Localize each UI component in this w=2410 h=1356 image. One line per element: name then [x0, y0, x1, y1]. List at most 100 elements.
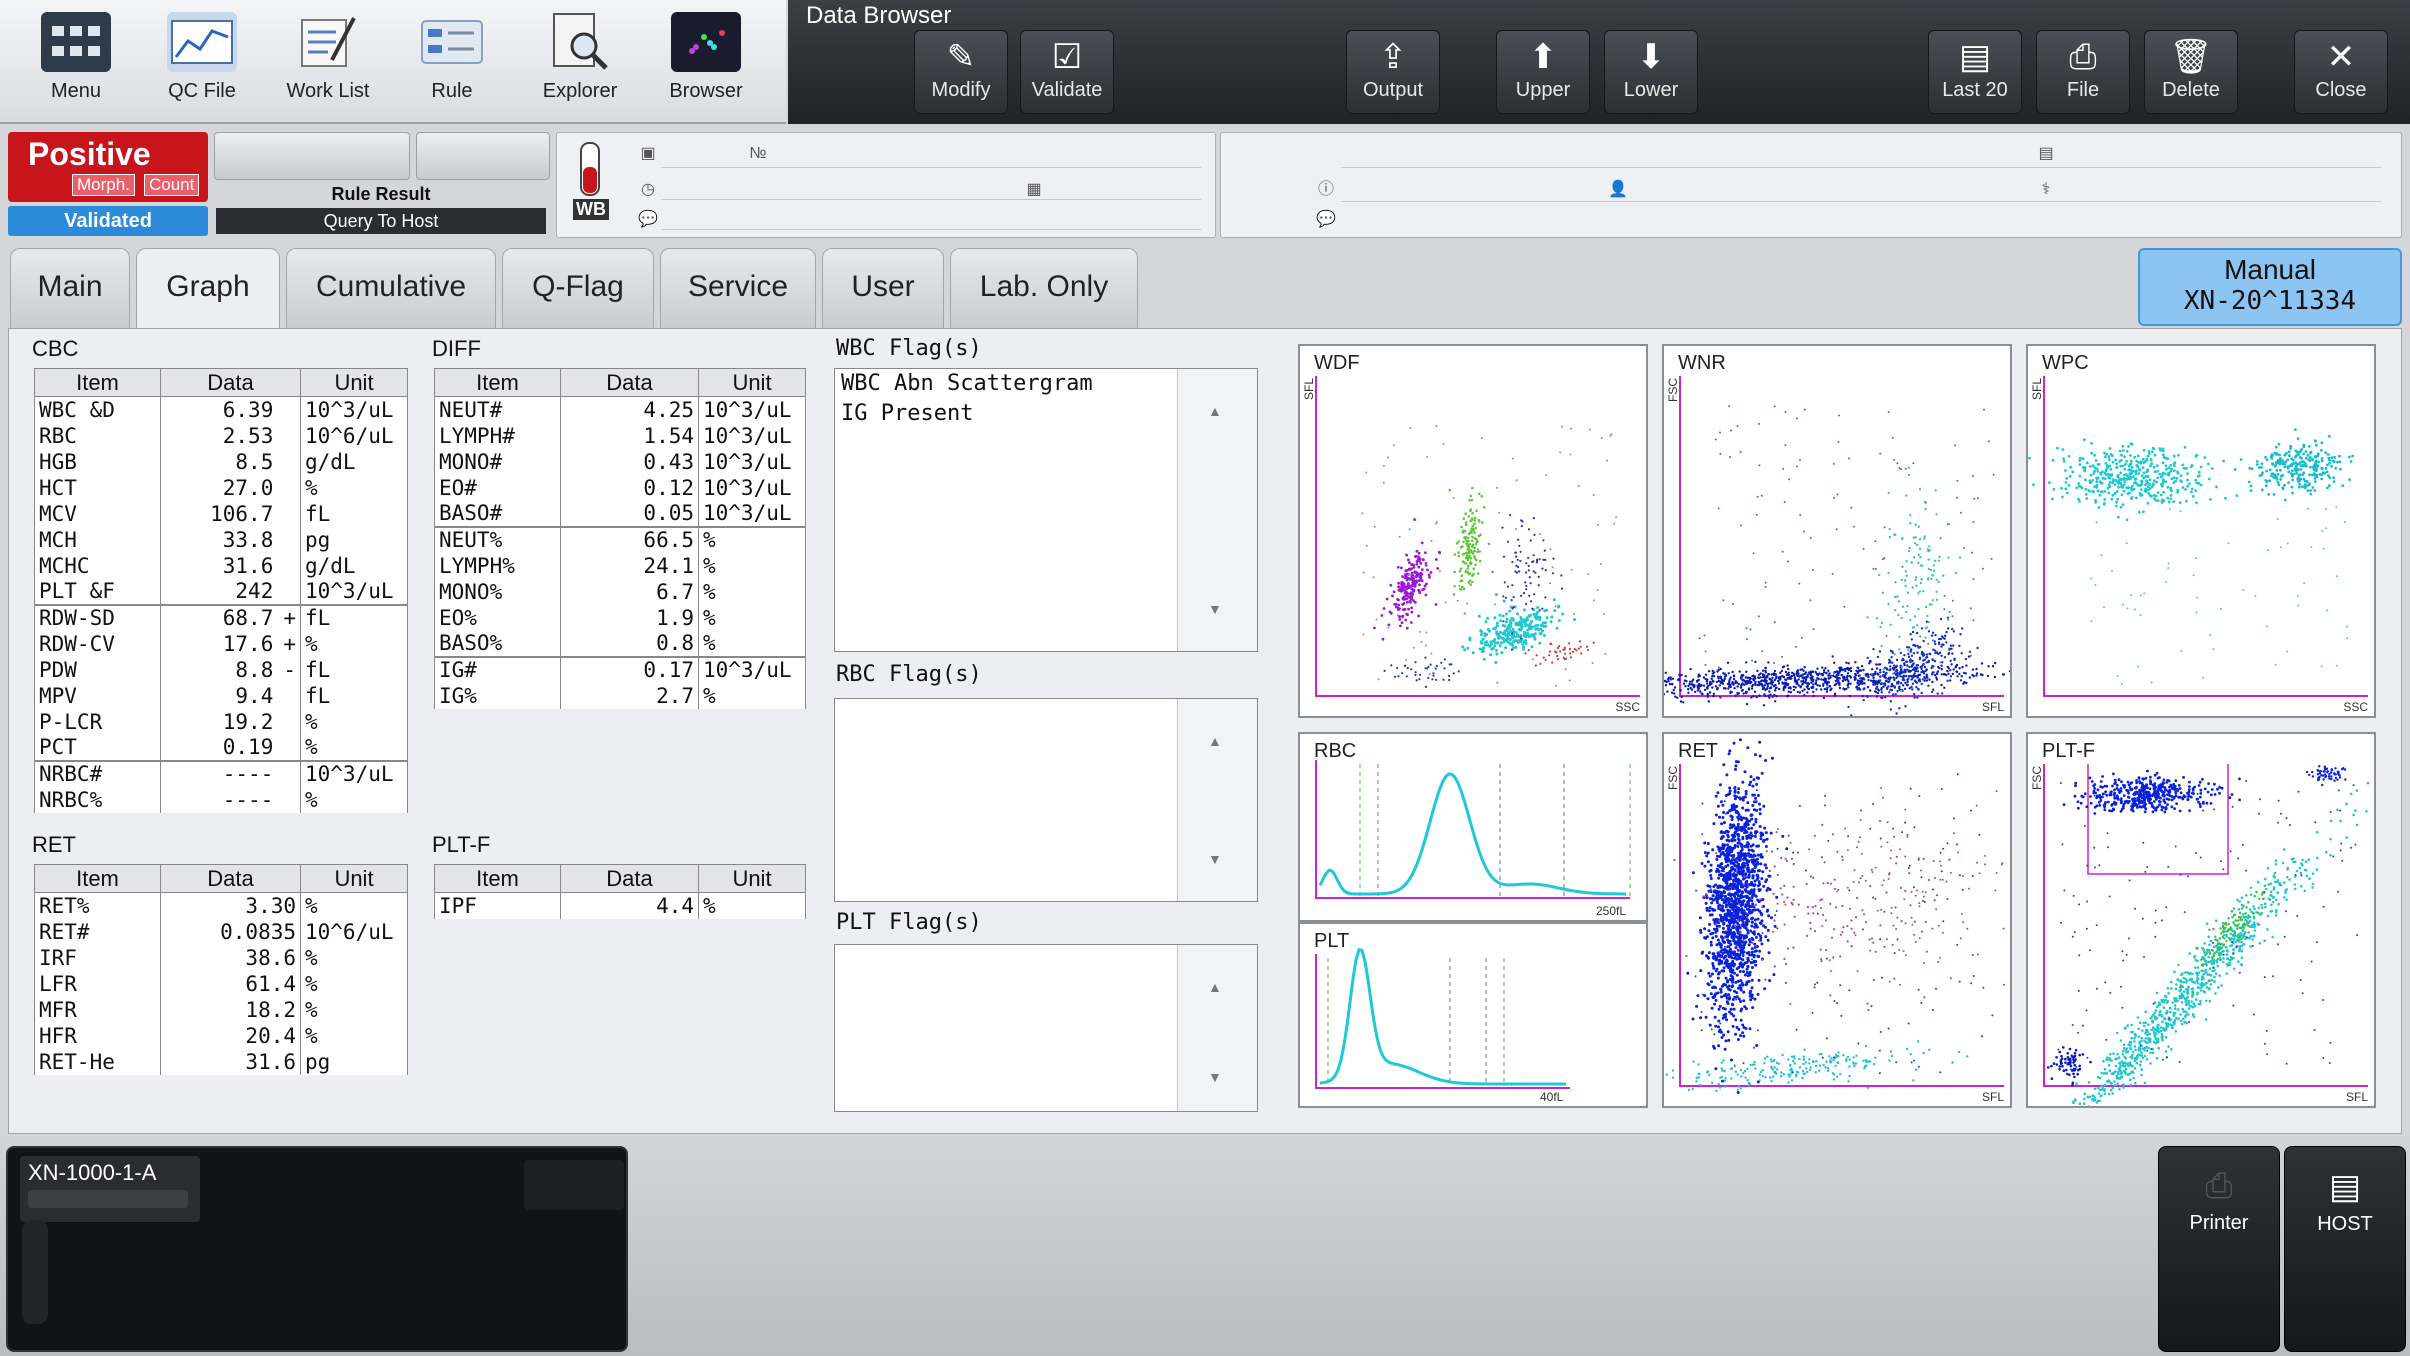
- flag-mark: -: [283, 657, 296, 682]
- cell-item: HGB: [34, 448, 161, 475]
- table-row: MPV 9.4 fL: [34, 682, 408, 709]
- plt-histogram[interactable]: PLT 40fL: [1298, 922, 1648, 1108]
- analyzer-name-box[interactable]: XN-1000-1-A: [20, 1156, 200, 1222]
- wnr-y-axis-label: FSC: [1666, 378, 1680, 402]
- work-list-button[interactable]: Work List: [268, 12, 388, 103]
- wpc-x-axis-label: SSC: [2343, 700, 2368, 714]
- modify-icon: ✎: [946, 38, 976, 76]
- cell-unit: %: [300, 970, 408, 997]
- explorer-button[interactable]: Explorer: [520, 12, 640, 103]
- scroll-down-icon[interactable]: ▼: [1208, 851, 1222, 867]
- rbc-flags-list[interactable]: ▲ ▼: [834, 698, 1258, 902]
- tab-main[interactable]: Main: [10, 248, 130, 328]
- ret-scattergram[interactable]: RET FSC SFL: [1662, 732, 2012, 1108]
- table-row: IG% 2.7%: [434, 682, 806, 709]
- cell-unit: g/dL: [300, 448, 408, 475]
- lower-label: Lower: [1623, 79, 1679, 101]
- cell-data: ----: [160, 786, 301, 813]
- wnr-title: WNR: [1678, 352, 1726, 374]
- cell-data: 18.2: [160, 996, 301, 1023]
- modify-label: Modify: [931, 79, 991, 101]
- tab-user[interactable]: User: [822, 248, 944, 328]
- col-unit: Unit: [300, 368, 408, 397]
- tab-q-flag[interactable]: Q-Flag: [502, 248, 654, 328]
- clock-icon: ◷: [641, 181, 655, 198]
- cell-unit: %: [698, 892, 806, 919]
- host-button[interactable]: ▤ HOST: [2284, 1146, 2406, 1352]
- tab-graph[interactable]: Graph: [136, 248, 280, 332]
- cell-data: 8.8-: [160, 656, 301, 683]
- trash-icon: 🗑: [2169, 38, 2213, 76]
- pltf-table: Item Data Unit IPF 4.4%: [434, 864, 806, 919]
- rbc-flags-scrollbar[interactable]: ▲ ▼: [1177, 699, 1257, 901]
- cell-unit: 10^3/uL: [698, 396, 806, 423]
- printer-button[interactable]: ⎙ Printer: [2158, 1146, 2280, 1352]
- plt-flags-list[interactable]: ▲ ▼: [834, 944, 1258, 1112]
- browser-label: Browser: [669, 80, 743, 102]
- scroll-up-icon[interactable]: ▲: [1208, 979, 1222, 995]
- cell-item: IPF: [434, 892, 561, 919]
- rbc-histogram[interactable]: RBC 250fL: [1298, 732, 1648, 922]
- output-button[interactable]: ⇪ Output: [1346, 30, 1440, 114]
- flag-mark: [283, 424, 296, 448]
- cell-item: HCT: [34, 474, 161, 501]
- scroll-down-icon[interactable]: ▼: [1208, 601, 1222, 617]
- table-row: MONO# 0.43 10^3/uL: [434, 448, 806, 475]
- wbc-flags-scrollbar[interactable]: ▲ ▼: [1177, 369, 1257, 651]
- host-server-icon: ▤: [2328, 1168, 2362, 1206]
- scroll-up-icon[interactable]: ▲: [1208, 403, 1222, 419]
- analyzer-status-panel[interactable]: XN-1000-1-A: [6, 1146, 628, 1352]
- validate-button[interactable]: ☑ Validate: [1020, 30, 1114, 114]
- scroll-up-icon[interactable]: ▲: [1208, 733, 1222, 749]
- wpc-scattergram[interactable]: WPC SFL SSC: [2026, 344, 2376, 718]
- cell-data: 8.5: [160, 448, 301, 475]
- menu-button[interactable]: Menu: [16, 12, 136, 103]
- modify-button[interactable]: ✎ Modify: [914, 30, 1008, 114]
- cell-item: IG#: [434, 655, 561, 683]
- pltf-section-title: PLT-F: [432, 832, 491, 857]
- cell-item: PCT: [34, 734, 161, 761]
- arrow-down-icon: ⬇: [1636, 38, 1666, 76]
- delete-button[interactable]: 🗑 Delete: [2144, 30, 2238, 114]
- lower-button[interactable]: ⬇ Lower: [1604, 30, 1698, 114]
- cell-item: LFR: [34, 970, 161, 997]
- cell-unit: %: [698, 630, 806, 657]
- cell-data: 0.43: [560, 448, 699, 475]
- manual-mode-indicator[interactable]: Manual XN-20^11334: [2138, 248, 2402, 326]
- wnr-scattergram[interactable]: WNR FSC SFL: [1662, 344, 2012, 718]
- close-button[interactable]: ✕ Close: [2294, 30, 2388, 114]
- comment-icon: 💬: [1316, 211, 1336, 228]
- flag-mark: [283, 579, 296, 603]
- table-row: RET-He 31.6 pg: [34, 1048, 408, 1075]
- col-item: Item: [34, 864, 161, 893]
- col-unit: Unit: [698, 368, 806, 397]
- qc-file-button[interactable]: QC File: [142, 12, 262, 103]
- cell-unit: %: [300, 944, 408, 971]
- tab-cumulative[interactable]: Cumulative: [286, 248, 496, 328]
- cell-unit: 10^6/uL: [300, 422, 408, 449]
- tab-lab-only[interactable]: Lab. Only: [950, 248, 1138, 328]
- flag-mark: [283, 762, 296, 786]
- sample-type-badge: WB: [573, 199, 609, 220]
- upper-button[interactable]: ⬆ Upper: [1496, 30, 1590, 114]
- plt-f-scattergram[interactable]: PLT-F FSC SFL: [2026, 732, 2376, 1108]
- cell-data: 33.8: [160, 526, 301, 553]
- plt-flags-scrollbar[interactable]: ▲ ▼: [1177, 945, 1257, 1111]
- rule-button[interactable]: Rule: [392, 12, 512, 103]
- tab-service[interactable]: Service: [660, 248, 816, 328]
- flag-mark: [283, 710, 296, 734]
- wdf-scattergram[interactable]: WDF SFL SSC: [1298, 344, 1648, 718]
- rbc-flags-title: RBC Flag(s): [836, 662, 982, 687]
- menu-grid-icon: [41, 12, 111, 72]
- cell-unit: %: [698, 525, 806, 553]
- cell-data: 6.7: [560, 578, 699, 605]
- file-button[interactable]: ⎙ File: [2036, 30, 2130, 114]
- scroll-down-icon[interactable]: ▼: [1208, 1069, 1222, 1085]
- cell-item: MPV: [34, 682, 161, 709]
- wbc-flags-list[interactable]: WBC Abn Scattergram IG Present ▲ ▼: [834, 368, 1258, 652]
- last-20-button[interactable]: ▤ Last 20: [1928, 30, 2022, 114]
- rule-list-icon: [417, 12, 487, 72]
- query-to-host-status: Query To Host: [216, 208, 546, 234]
- sample-info-panel: WB ▣ № ◷ ▦ 💬: [556, 132, 1216, 238]
- browser-button[interactable]: Browser: [646, 12, 766, 103]
